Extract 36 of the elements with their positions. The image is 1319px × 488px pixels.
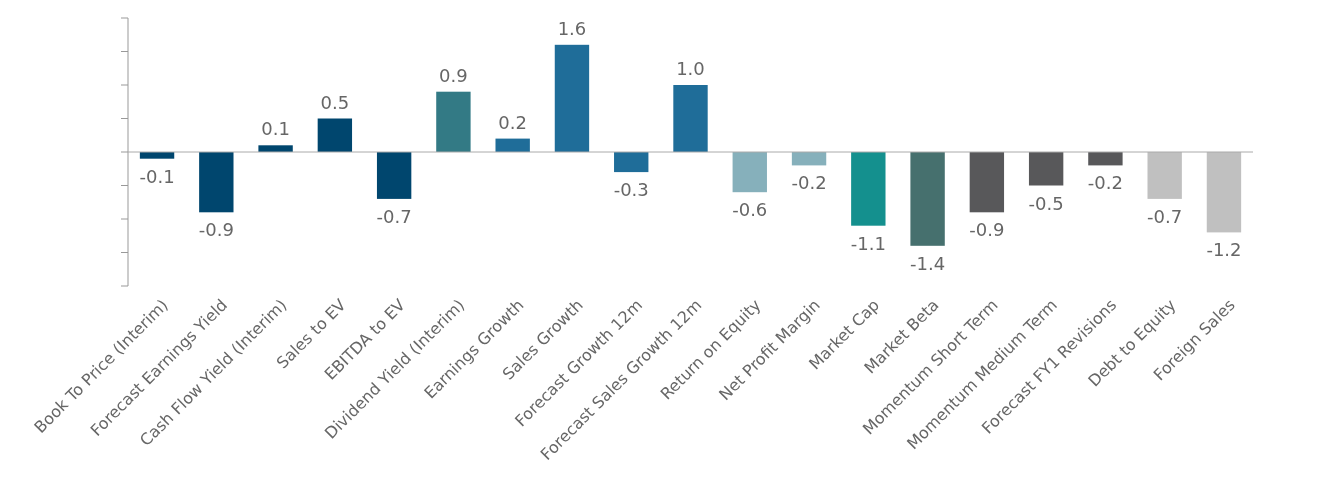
data-label: -1.4 xyxy=(910,252,946,274)
data-label: -0.6 xyxy=(732,199,768,221)
data-label: -0.2 xyxy=(1087,172,1123,194)
data-label: 0.2 xyxy=(498,111,527,133)
data-label: 0.9 xyxy=(439,64,468,86)
bar xyxy=(732,152,767,193)
data-label: -0.1 xyxy=(139,165,175,187)
bar xyxy=(614,152,649,173)
bar xyxy=(851,152,886,226)
data-label: -0.7 xyxy=(1147,205,1183,227)
bar xyxy=(969,152,1005,213)
data-label: 0.5 xyxy=(320,91,350,113)
bar xyxy=(1206,152,1242,233)
data-label: 1.0 xyxy=(676,58,705,79)
bar xyxy=(1028,152,1064,186)
bar xyxy=(1088,152,1123,166)
bar xyxy=(673,85,708,152)
data-label: 1.6 xyxy=(557,17,587,39)
data-label: -0.3 xyxy=(613,179,649,201)
data-label: -0.7 xyxy=(376,205,412,227)
data-label: -0.9 xyxy=(969,219,1005,241)
data-label: -0.5 xyxy=(1028,192,1064,214)
bar xyxy=(495,138,530,152)
data-label: -1.2 xyxy=(1206,239,1242,261)
bar xyxy=(317,118,353,152)
data-label: -0.2 xyxy=(791,172,827,194)
bar xyxy=(199,152,234,213)
bar xyxy=(1147,152,1182,199)
bar xyxy=(910,152,945,246)
bar xyxy=(258,145,293,152)
bar xyxy=(436,91,471,152)
bar xyxy=(376,152,412,199)
bar xyxy=(554,44,590,152)
data-label: -1.1 xyxy=(850,232,886,254)
data-label: 0.1 xyxy=(261,118,290,140)
data-label: -0.9 xyxy=(198,219,234,241)
